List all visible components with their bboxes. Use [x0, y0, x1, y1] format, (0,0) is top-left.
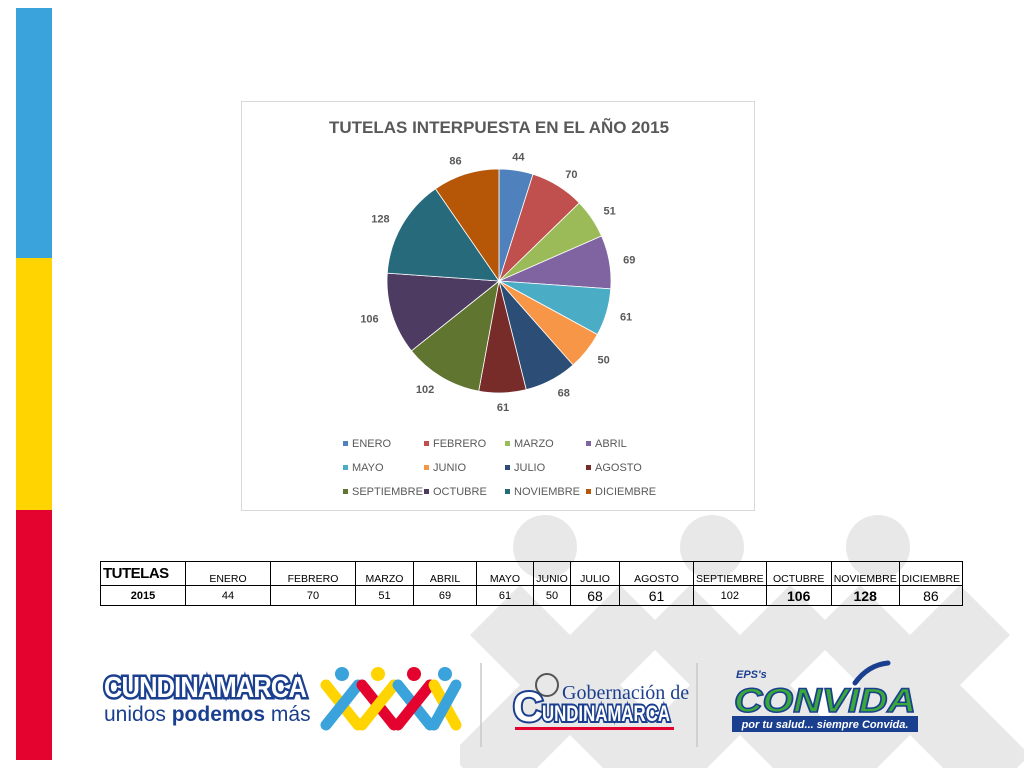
convida-swoosh-icon: [852, 660, 891, 686]
convida-name: CONVIDA: [734, 682, 916, 720]
table-header-row: TUTELAS ENERO FEBRERO MARZO ABRIL MAYO J…: [100, 561, 964, 586]
table-cell: 61: [476, 585, 534, 606]
legend-item: ABRIL: [595, 438, 627, 450]
data-table: TUTELAS ENERO FEBRERO MARZO ABRIL MAYO J…: [100, 561, 964, 606]
legend-item: ENERO: [352, 438, 392, 450]
chart-title: TUTELAS INTERPUESTA EN EL AÑO 2015: [329, 117, 669, 137]
legend-item: JUNIO: [433, 462, 466, 474]
legend-swatch: [343, 489, 348, 494]
data-label: 102: [416, 384, 434, 396]
legend-item: AGOSTO: [595, 462, 642, 474]
table-cell: 128: [830, 585, 900, 606]
table-month-header: SEPTIEMBRE: [693, 561, 767, 586]
data-label: 86: [449, 156, 461, 168]
table-month-header: ENERO: [185, 561, 271, 586]
table-row: 2015 44 70 51 69 61 50 68 61 102 106 128…: [100, 585, 964, 606]
table-cell: 70: [270, 585, 356, 606]
legend-swatch: [424, 489, 429, 494]
data-label: 50: [598, 355, 610, 367]
table-cell: 50: [533, 585, 571, 606]
table-cell: 68: [570, 585, 620, 606]
data-label: 44: [512, 151, 525, 163]
table-cell: 51: [355, 585, 414, 606]
legend-item: DICIEMBRE: [595, 486, 656, 498]
data-label: 51: [604, 206, 616, 218]
table-month-header: MAYO: [476, 561, 534, 586]
data-label: 70: [565, 169, 577, 181]
legend-swatch: [505, 489, 510, 494]
table-cell: 102: [693, 585, 767, 606]
table-cell: 69: [413, 585, 477, 606]
table-month-header: DICIEMBRE: [898, 561, 964, 586]
legend-item: OCTUBRE: [433, 486, 487, 498]
gobernacion-logo: C Gobernación de UNDINAMARCA: [511, 673, 689, 732]
coat-of-arms-icon: [535, 673, 559, 697]
cundinamarca-logo: CUNDINAMARCA unidos podemos más: [102, 670, 311, 727]
legend-item: MAYO: [352, 462, 384, 474]
pie-slice-octubre: [386, 272, 501, 352]
pie-slice-septiembre: [410, 280, 500, 392]
colorful-x-logo-icon: [320, 667, 462, 731]
slogan-part-1: unidos: [104, 703, 172, 726]
table-month-header: JULIO: [570, 561, 620, 586]
convida-tagline: por tu salud... siempre Convida.: [741, 719, 909, 731]
data-label: 128: [371, 214, 389, 226]
gobernacion-initial: C: [513, 683, 543, 730]
gobernacion-line-2: UNDINAMARCA: [542, 701, 670, 726]
table-month-header: NOVIEMBRE: [830, 561, 900, 586]
cundinamarca-logo-name: CUNDINAMARCA: [104, 672, 307, 704]
table-month-header: JUNIO: [533, 561, 571, 586]
legend-item: FEBRERO: [433, 438, 487, 450]
legend-item: NOVIEMBRE: [514, 486, 580, 498]
pie-chart: TUTELAS INTERPUESTA EN EL AÑO 2015 44 70 5…: [329, 117, 669, 498]
legend-swatch: [505, 441, 510, 446]
data-label: 69: [623, 254, 635, 266]
table-month-header: FEBRERO: [270, 561, 356, 586]
legend-swatch: [586, 441, 591, 446]
footer-logos: CUNDINAMARCA unidos podemos más C Gobern…: [102, 660, 918, 747]
table-cell: 44: [185, 585, 271, 606]
data-label: 68: [558, 388, 570, 400]
table-month-header: ABRIL: [413, 561, 477, 586]
table-month-header: AGOSTO: [619, 561, 694, 586]
data-label: 61: [620, 311, 632, 323]
table-month-header: OCTUBRE: [765, 561, 832, 586]
chart-container: TUTELAS INTERPUESTA EN EL AÑO 2015 44 70 5…: [241, 101, 755, 511]
pie-slice-noviembre: [386, 188, 500, 282]
table-cell: 86: [898, 585, 964, 606]
decorative-x-pattern: [460, 515, 1024, 768]
table-header-label: TUTELAS: [100, 561, 186, 586]
legend-swatch: [343, 441, 348, 446]
legend-swatch: [586, 489, 591, 494]
slogan-part-2: podemos: [172, 703, 265, 726]
legend-swatch: [343, 465, 348, 470]
legend-swatch: [424, 441, 429, 446]
convida-logo: EPS's CONVIDA por tu salud... siempre Co…: [732, 660, 918, 732]
stripe-blue: [16, 8, 52, 258]
legend-item: MARZO: [514, 438, 554, 450]
data-label: 61: [497, 402, 509, 414]
legend-item: SEPTIEMBRE: [352, 486, 423, 498]
stripe-red: [16, 510, 52, 760]
legend-swatch: [505, 465, 510, 470]
gobernacion-line-1: Gobernación de: [562, 682, 689, 704]
legend-swatch: [586, 465, 591, 470]
table-month-header: MARZO: [355, 561, 414, 586]
stripe-yellow: [16, 258, 52, 510]
pie-slice-diciembre: [434, 168, 500, 283]
table-cell: 61: [619, 585, 694, 606]
legend-item: JULIO: [514, 462, 546, 474]
cundinamarca-logo-slogan: unidos podemos más: [104, 703, 311, 726]
slogan-part-3: más: [265, 703, 311, 726]
data-label: 106: [360, 313, 378, 325]
convida-eps-label: EPS's: [736, 669, 767, 681]
legend-swatch: [424, 465, 429, 470]
table-cell: 106: [765, 585, 832, 606]
table-row-label: 2015: [100, 585, 186, 606]
